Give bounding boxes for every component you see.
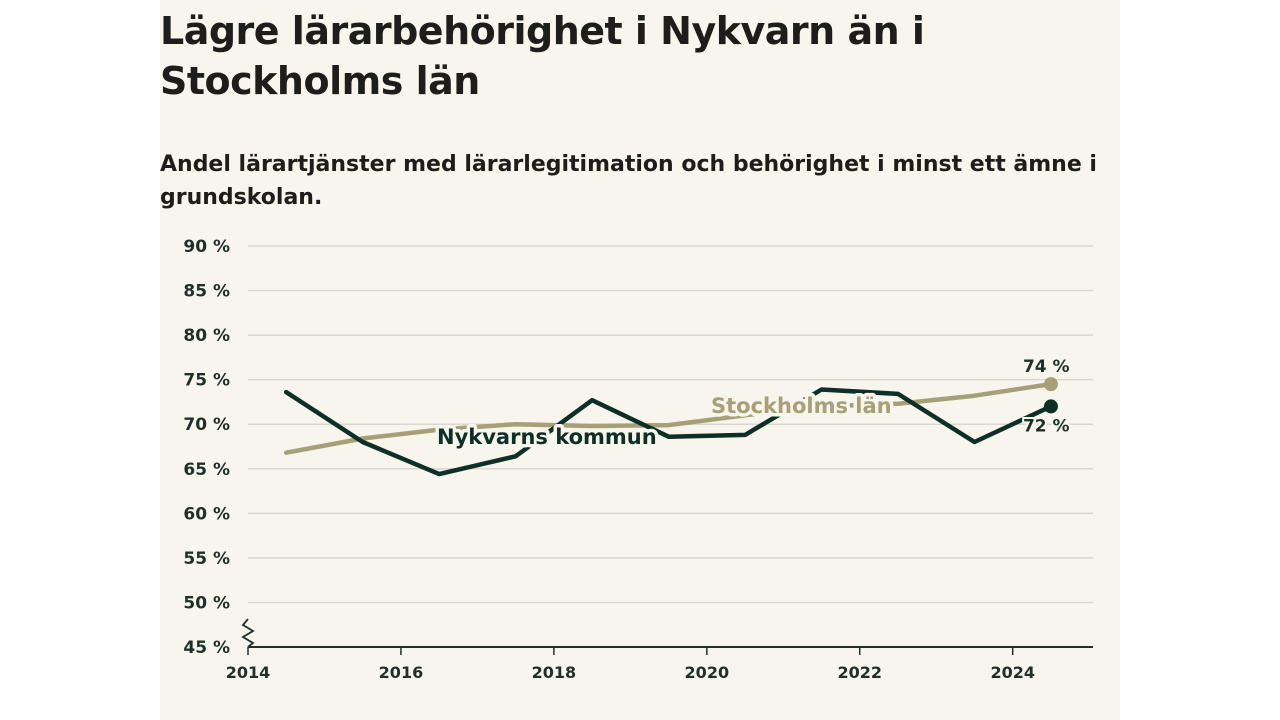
y-tick-label: 85 % xyxy=(183,282,230,302)
end-value-label-nykvarn: 72 % xyxy=(1023,416,1070,436)
series-end-dot-nykvarn xyxy=(1043,399,1058,414)
axis-break-mark xyxy=(241,618,255,648)
x-axis: 2014 2016 2018 2020 2022 2024 xyxy=(226,646,1093,682)
chart-title: Lägre lärarbehörighet i Nykvarn än i Sto… xyxy=(160,9,925,103)
y-tick-label: 60 % xyxy=(183,504,230,524)
y-tick-label: 55 % xyxy=(183,549,230,569)
chart-subtitle: Andel lärartjänster med lärarlegitimatio… xyxy=(160,152,1097,210)
line-chart: 45 % 50 % 55 % 60 % 65 % 70 % 75 % 80 % 85 % 90 %… xyxy=(183,237,1093,682)
x-tick-label: 2024 xyxy=(990,663,1035,682)
chart-panel: Lägre lärarbehörighet i Nykvarn än i Sto… xyxy=(160,0,1120,720)
x-tick-label: 2016 xyxy=(379,663,424,682)
y-tick-label: 65 % xyxy=(183,460,230,480)
series-label-stockholm: Stockholms län xyxy=(711,394,892,418)
x-tick-label: 2020 xyxy=(685,663,730,682)
labels: Stockholms län Nykvarns kommun 74 % 72 % xyxy=(434,355,1072,452)
x-tick-label: 2014 xyxy=(226,663,271,682)
y-tick-label: 75 % xyxy=(183,371,230,391)
series-label-nykvarn: Nykvarns kommun xyxy=(437,425,657,449)
series-line-stockholm xyxy=(283,381,1054,455)
y-tick-label: 70 % xyxy=(183,415,230,435)
y-tick-label: 90 % xyxy=(183,237,230,257)
series xyxy=(283,377,1058,477)
y-axis: 45 % 50 % 55 % 60 % 65 % 70 % 75 % 80 % 85 % 90 % xyxy=(183,237,255,658)
x-tick-label: 2018 xyxy=(532,663,577,682)
y-tick-label: 45 % xyxy=(183,638,230,658)
x-tick-label: 2022 xyxy=(837,663,882,682)
series-line-nykvarn xyxy=(283,387,1054,477)
y-tick-label: 50 % xyxy=(183,593,230,613)
series-end-dot-stockholm xyxy=(1043,377,1058,392)
y-tick-label: 80 % xyxy=(183,326,230,346)
end-value-label-stockholm: 74 % xyxy=(1023,357,1070,377)
